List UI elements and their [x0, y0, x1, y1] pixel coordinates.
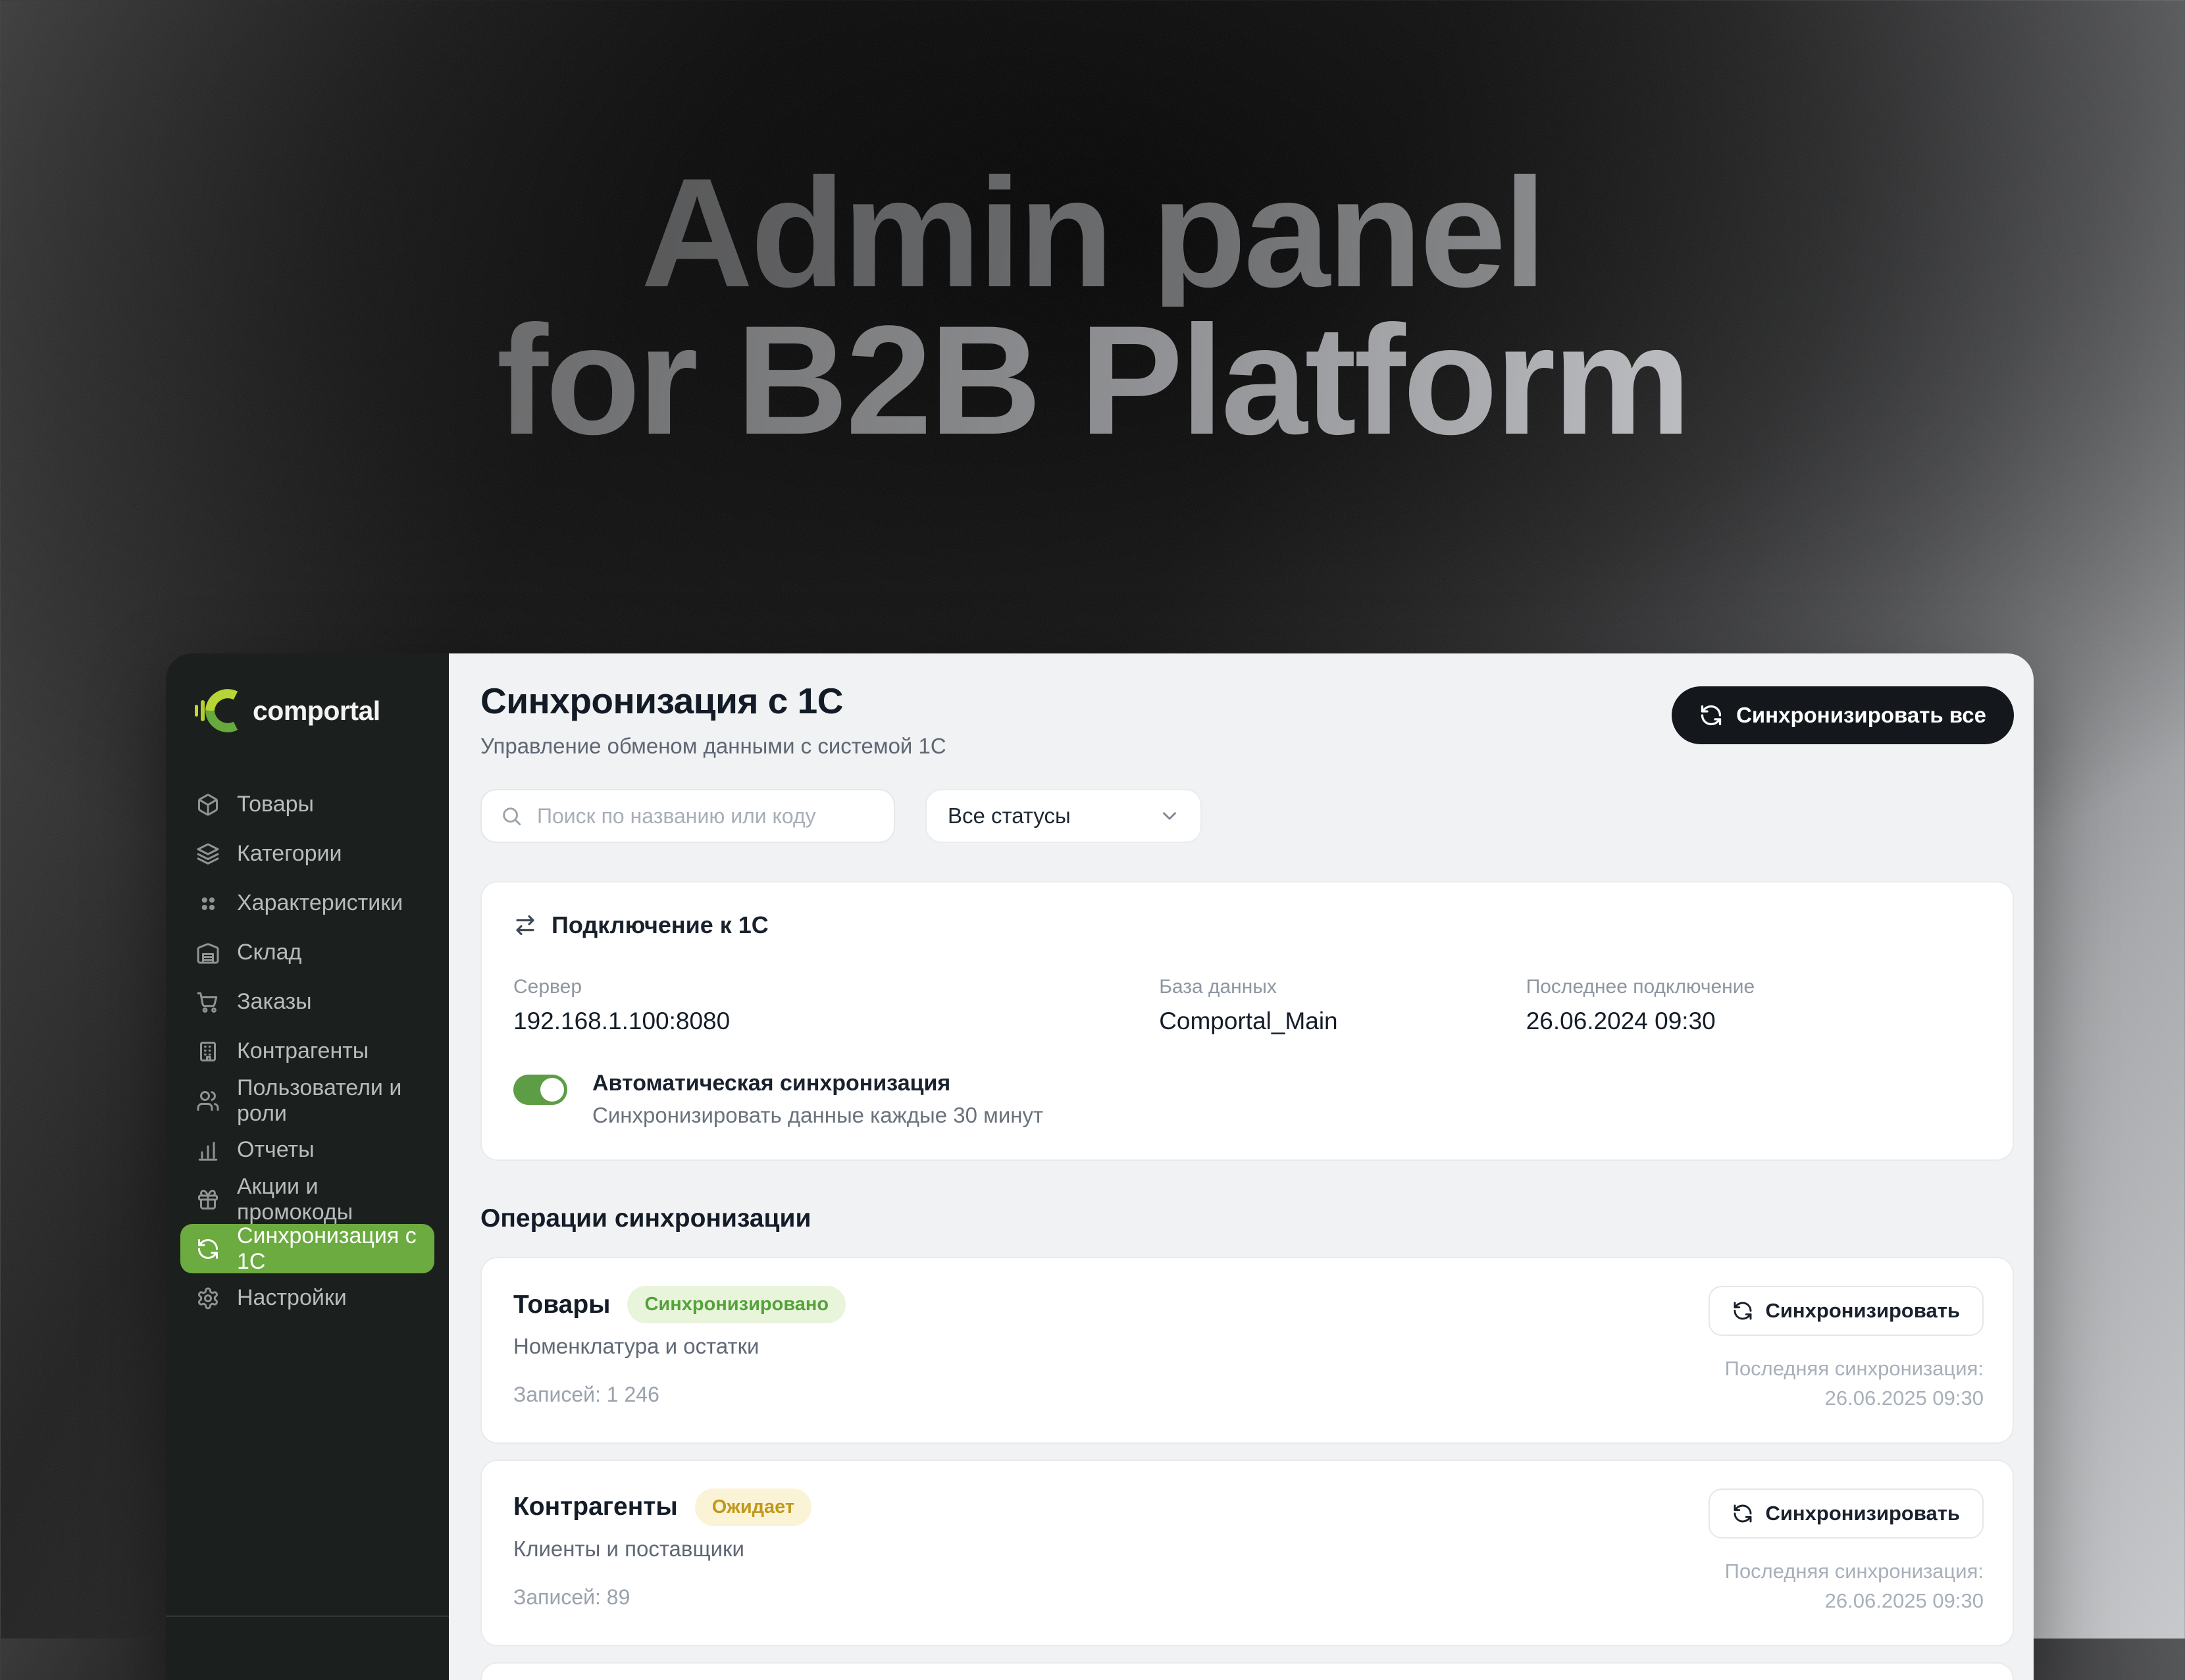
toggle-knob	[540, 1078, 564, 1102]
sidebar-item-0[interactable]: Товары	[180, 780, 434, 829]
hero-line-2: for B2B Platform	[0, 303, 2185, 458]
sync-icon	[1734, 1504, 1752, 1523]
sidebar-item-7[interactable]: Отчеты	[180, 1125, 434, 1175]
sidebar-nav: Товары Категории Характеристики Склад Заказы…	[166, 780, 449, 1323]
connection-field-server: Сервер 192.168.1.100:8080	[513, 976, 731, 1034]
main-content: Синхронизация с 1С Управление обменом да…	[449, 653, 2034, 1680]
users-icon	[197, 1090, 219, 1111]
sidebar-item-label: Отчеты	[237, 1137, 315, 1162]
search-box	[480, 789, 895, 843]
operation-records-count: Записей: 1 246	[513, 1383, 659, 1406]
building-icon	[200, 1041, 216, 1061]
connection-card: Подключение к 1С Сервер 192.168.1.100:80…	[480, 881, 2014, 1161]
sidebar-item-label: Контрагенты	[237, 1038, 369, 1063]
sync-operation-button[interactable]: Синхронизировать	[1709, 1286, 1984, 1336]
sidebar-item-label: Склад	[237, 940, 302, 965]
cart-icon	[197, 992, 218, 1013]
operation-name: Товары	[513, 1290, 611, 1319]
connection-title: Подключение к 1С	[552, 911, 769, 938]
filters-row: Все статусы	[480, 789, 2014, 843]
sidebar-item-4[interactable]: Заказы	[180, 977, 434, 1027]
warehouse-icon	[197, 942, 219, 963]
status-filter-value: Все статусы	[948, 803, 1071, 828]
operations-list: Товары Синхронизировано Номенклатура и о…	[480, 1257, 2014, 1680]
auto-sync-row: Автоматическая синхронизация Синхронизир…	[513, 1071, 1981, 1128]
sidebar-item-6[interactable]: Пользователи и роли	[180, 1075, 434, 1126]
grid-dots-icon	[201, 897, 215, 910]
sync-operation-card: Контрагенты Ожидает Клиенты и поставщики…	[480, 1459, 2014, 1646]
sidebar-item-9[interactable]: Синхронизация с 1С	[180, 1223, 434, 1274]
sync-operation-card: Товары Синхронизировано Номенклатура и о…	[480, 1257, 2014, 1444]
page-title: Синхронизация с 1С	[480, 680, 843, 721]
status-badge: Ожидает	[694, 1488, 812, 1526]
search-icon	[503, 807, 521, 826]
transfer-icon	[516, 915, 534, 936]
last-sync-timestamp: Последняя синхронизация: 26.06.2025 09:3…	[1724, 1357, 1984, 1410]
sidebar-item-3[interactable]: Склад	[180, 928, 434, 977]
operation-description: Клиенты и поставщики	[513, 1536, 744, 1561]
operations-section-title: Операции синхронизации	[480, 1204, 811, 1233]
operation-name: Контрагенты	[513, 1492, 678, 1521]
hero-title: Admin panel for B2B Platform	[0, 155, 2185, 458]
connection-fields: Сервер 192.168.1.100:8080 База данных Co…	[513, 976, 1981, 1035]
sidebar-item-label: Характеристики	[237, 890, 403, 915]
sidebar: comportal Товары Категории Характеристики С…	[166, 653, 449, 1680]
hero-line-1: Admin panel	[0, 155, 2185, 311]
sidebar-item-label: Категории	[237, 841, 342, 866]
operation-records-count: Записей: 89	[513, 1585, 630, 1609]
sync-icon	[198, 1238, 218, 1259]
sync-operation-card: Цены Ошибка Прайс-лист товаров Записей: …	[480, 1662, 2014, 1680]
sidebar-footer-divider	[166, 1616, 449, 1617]
auto-sync-description: Синхронизировать данные каждые 30 минут	[592, 1103, 1044, 1127]
sidebar-item-1[interactable]: Категории	[180, 829, 434, 878]
box-icon	[198, 794, 218, 816]
sidebar-item-label: Акции и промокоды	[237, 1173, 353, 1225]
gift-icon	[198, 1189, 218, 1209]
sidebar-item-5[interactable]: Контрагенты	[180, 1027, 434, 1076]
comportal-logo-icon	[195, 689, 238, 732]
sidebar-item-label: Настройки	[237, 1285, 347, 1310]
last-sync-timestamp: Последняя синхронизация: 26.06.2025 09:3…	[1724, 1559, 1984, 1612]
connection-field-database: База данных Comportal_Main	[1159, 976, 1338, 1034]
logo: comportal	[166, 653, 449, 732]
status-filter-select[interactable]: Все статусы	[925, 789, 1202, 843]
sidebar-item-10[interactable]: Настройки	[180, 1273, 434, 1323]
sidebar-item-2[interactable]: Характеристики	[180, 878, 434, 928]
sidebar-item-label: Заказы	[237, 989, 312, 1014]
chart-icon	[198, 1141, 218, 1161]
logo-text: comportal	[253, 695, 380, 726]
sidebar-item-8[interactable]: Акции и промокоды	[180, 1173, 434, 1225]
operation-action-label: Синхронизировать	[1765, 1501, 1960, 1525]
status-badge: Синхронизировано	[627, 1286, 846, 1323]
sidebar-item-label: Товары	[237, 792, 314, 817]
chevron-down-icon	[1163, 812, 1176, 820]
gear-icon	[198, 1287, 218, 1309]
sync-all-button[interactable]: Синхронизировать все	[1672, 686, 2014, 744]
operation-action-label: Синхронизировать	[1765, 1299, 1960, 1322]
page-header: Синхронизация с 1С Управление обменом да…	[480, 680, 2014, 759]
sidebar-item-label: Синхронизация с 1С	[237, 1223, 417, 1274]
auto-sync-label: Автоматическая синхронизация	[592, 1071, 951, 1096]
connection-card-header: Подключение к 1С	[513, 911, 1981, 939]
sync-operation-button[interactable]: Синхронизировать	[1709, 1488, 1984, 1539]
admin-app-window: comportal Товары Категории Характеристики С…	[166, 653, 2034, 1680]
page-subtitle: Управление обменом данными с системой 1С	[480, 734, 946, 758]
sync-icon	[1701, 705, 1722, 726]
sync-icon	[1734, 1302, 1752, 1320]
connection-field-last-connection: Последнее подключение 26.06.2024 09:30	[1526, 976, 1755, 1034]
search-input[interactable]	[480, 789, 895, 843]
sync-all-label: Синхронизировать все	[1736, 703, 1986, 727]
sidebar-item-label: Пользователи и роли	[237, 1075, 402, 1126]
auto-sync-toggle[interactable]	[513, 1075, 567, 1105]
layers-icon	[197, 843, 219, 865]
operation-description: Номенклатура и остатки	[513, 1334, 759, 1358]
